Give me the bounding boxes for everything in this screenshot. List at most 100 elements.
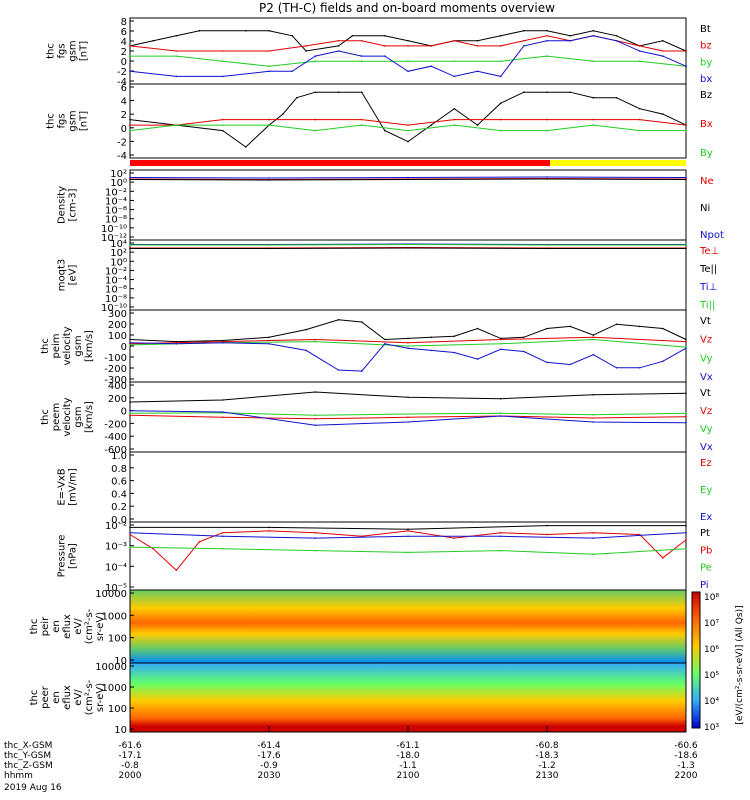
y-tick-label: 10² bbox=[110, 248, 127, 259]
y-tick-label: 10⁻³ bbox=[105, 542, 127, 553]
series-point-Bt bbox=[662, 40, 664, 42]
series-point-Vx bbox=[384, 343, 386, 345]
colorbar: 10⁸ 10⁷ 10⁶ 10⁵ 10⁴ 10³ [eV/(cm²-s-sr-eV)] (Al… bbox=[691, 591, 745, 733]
series-point-Pe bbox=[685, 548, 687, 550]
series-point-bx bbox=[592, 35, 595, 37]
series-point-Bt bbox=[407, 40, 409, 42]
series-point-bx bbox=[360, 55, 363, 57]
y-axis-label: Density bbox=[57, 186, 68, 224]
y-tick-label: -2 bbox=[117, 67, 127, 78]
series-point-bz bbox=[476, 45, 479, 47]
series-point-bz bbox=[546, 35, 548, 37]
y-tick-label: 0.2 bbox=[111, 502, 127, 513]
series-point-Pb bbox=[152, 548, 154, 550]
series-point-Bx bbox=[129, 124, 131, 126]
legend-Ti⊥: Ti⊥ bbox=[699, 282, 717, 293]
series-point-Vz bbox=[314, 417, 317, 420]
x-row-value: -1.2 bbox=[538, 761, 556, 771]
series-point-Vy bbox=[407, 413, 409, 415]
y-tick-label: 10⁻⁴ bbox=[105, 196, 127, 207]
y-tick-label: 6 bbox=[121, 83, 127, 94]
y-tick-label: 4 bbox=[121, 97, 127, 108]
series-point-Vx bbox=[592, 421, 595, 423]
series-line-bx bbox=[129, 35, 687, 77]
series-point-Vt bbox=[476, 327, 479, 330]
series-point-Vx bbox=[546, 361, 548, 364]
series-point-Vx bbox=[337, 369, 340, 371]
y-tick-label: 10⁻⁴ bbox=[105, 562, 127, 573]
series-point-Bx bbox=[453, 118, 456, 121]
series-point-Vx bbox=[129, 341, 131, 344]
legend-Npot: Npot bbox=[700, 230, 724, 241]
series-point-Bz bbox=[592, 96, 595, 99]
x-row-value: -61.4 bbox=[257, 741, 281, 751]
series-point-Ni bbox=[129, 178, 131, 181]
y-tick-label: 0.8 bbox=[111, 464, 127, 475]
series-point-Vt bbox=[569, 325, 571, 328]
series-point-Bt bbox=[337, 45, 340, 47]
y-tick-label: -100 bbox=[104, 353, 127, 364]
series-line-Pb bbox=[129, 530, 687, 572]
series-point-Vt bbox=[221, 399, 224, 401]
x-row-value: -17.6 bbox=[257, 751, 281, 761]
series-point-Te|| bbox=[268, 247, 270, 250]
series-point-Vx bbox=[476, 358, 479, 360]
series-point-Vt bbox=[360, 321, 363, 323]
legend-Vz: Vz bbox=[700, 335, 712, 346]
colorbar-label: [eV/(cm²-s-sr-eV)] (All Qs)] bbox=[735, 605, 745, 724]
series-point-Vx bbox=[268, 343, 270, 345]
y-tick-label: 10⁻¹⁰ bbox=[101, 224, 127, 235]
series-point-Bz bbox=[282, 113, 284, 115]
series-point-Bz bbox=[430, 124, 433, 126]
series-point-bz bbox=[384, 45, 386, 47]
y-tick-label: 10000 bbox=[95, 662, 127, 673]
series-point-Ni bbox=[268, 179, 270, 181]
series-point-Pb bbox=[407, 530, 409, 532]
y-tick-label: 10⁻⁶ bbox=[105, 285, 127, 296]
series-point-By bbox=[685, 129, 687, 132]
series-point-Bz bbox=[129, 118, 131, 121]
series-point-Bx bbox=[546, 118, 548, 121]
y-tick-label: 100 bbox=[108, 634, 127, 645]
series-point-Bx bbox=[638, 118, 641, 121]
series-point-bx bbox=[291, 70, 294, 73]
series-point-bz bbox=[129, 45, 131, 47]
series-point-Bt bbox=[198, 29, 201, 32]
y-axis-label: gsm bbox=[73, 406, 84, 427]
series-point-bz bbox=[523, 40, 525, 42]
series-point-Vt bbox=[407, 396, 409, 399]
status-bar bbox=[130, 160, 686, 166]
series-point-bx bbox=[430, 65, 433, 67]
series-point-by bbox=[268, 65, 270, 67]
x-row-value: 2200 bbox=[675, 771, 698, 781]
series-point-Te|| bbox=[407, 247, 409, 249]
series-point-Ti|| bbox=[685, 244, 687, 246]
series-point-Vt bbox=[314, 391, 317, 393]
series-point-By bbox=[638, 129, 641, 132]
series-point-Vt bbox=[499, 397, 502, 400]
series-point-Bz bbox=[360, 91, 363, 93]
series-point-Vx bbox=[430, 349, 433, 352]
y-axis-label: [eV] bbox=[68, 265, 79, 286]
series-point-by bbox=[360, 60, 363, 62]
series-point-Pt bbox=[685, 524, 687, 527]
series-point-bz bbox=[407, 45, 409, 47]
series-point-Bz bbox=[407, 140, 409, 143]
series-point-bx bbox=[476, 70, 479, 73]
y-tick-label: 0.4 bbox=[111, 489, 127, 500]
series-point-Vx bbox=[685, 347, 687, 350]
series-point-Vy bbox=[685, 346, 687, 348]
series-point-Vt bbox=[129, 401, 131, 403]
status-bar-yellow bbox=[550, 160, 686, 166]
series-point-Pb bbox=[198, 540, 201, 543]
panel-pressure: 10⁻² 10⁻³ 10⁻⁴ 10⁻⁵ Pressure [nPa] Pt Pb Pe Pi bbox=[57, 521, 713, 594]
y-tick-label: -4 bbox=[117, 77, 127, 88]
series-point-Bt bbox=[569, 35, 571, 37]
y-axis-label: Pressure bbox=[57, 535, 68, 578]
series-point-Te|| bbox=[129, 247, 131, 250]
y-tick-label: 10 bbox=[114, 656, 127, 667]
series-point-Bz bbox=[638, 107, 641, 110]
series-point-Bt bbox=[175, 35, 178, 37]
x-axis-labels: thc_X-GSM -61.6 -61.4 -61.1 -60.8 -60.6 thc_Y-… bbox=[4, 726, 698, 793]
